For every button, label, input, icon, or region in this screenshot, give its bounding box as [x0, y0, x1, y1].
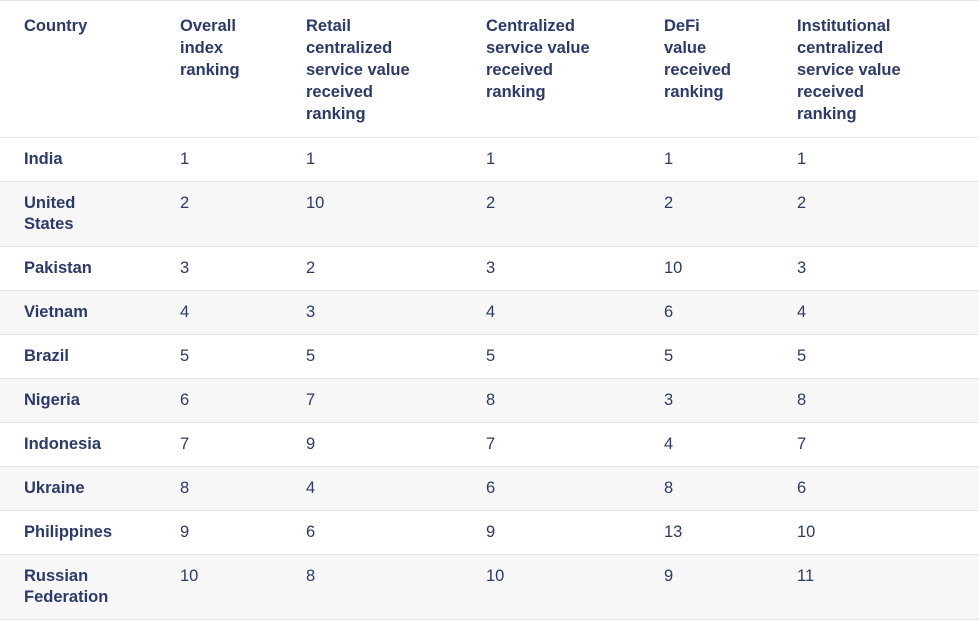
ranking-cell: 6 [180, 391, 190, 409]
ranking-cell: 4 [486, 303, 496, 321]
header-row: Country Overall index ranking Retail cen… [0, 1, 979, 138]
ranking-cell: 7 [180, 435, 190, 453]
table-row: Russian Federation 10 8 10 9 11 [0, 554, 979, 620]
ranking-cell: 10 [664, 259, 683, 277]
ranking-cell: 5 [486, 347, 496, 365]
table-row: Vietnam 4 3 4 6 4 [0, 290, 979, 335]
ranking-cell: 5 [664, 347, 674, 365]
ranking-cell: 2 [486, 194, 496, 212]
ranking-cell: 4 [180, 303, 190, 321]
country-cell: India [24, 150, 63, 168]
ranking-cell: 8 [486, 391, 496, 409]
column-header-defi-value-received-ranking: DeFi value received ranking [664, 17, 731, 101]
ranking-cell: 1 [664, 150, 674, 168]
ranking-cell: 9 [486, 523, 496, 541]
ranking-cell: 6 [797, 479, 807, 497]
table-row: Pakistan 3 2 3 10 3 [0, 246, 979, 291]
country-cell: Pakistan [24, 259, 92, 277]
ranking-cell: 5 [306, 347, 316, 365]
ranking-cell: 6 [486, 479, 496, 497]
ranking-cell: 6 [306, 523, 316, 541]
ranking-cell: 5 [180, 347, 190, 365]
ranking-cell: 9 [664, 567, 674, 585]
country-cell: United States [24, 194, 76, 233]
table-row: Nigeria 6 7 8 3 8 [0, 378, 979, 423]
country-cell: Philippines [24, 523, 113, 541]
column-header-country: Country [24, 17, 88, 35]
ranking-cell: 10 [486, 567, 505, 585]
country-cell: Russian Federation [24, 567, 109, 606]
table-row: Philippines 9 6 9 13 10 [0, 510, 979, 555]
country-cell: Indonesia [24, 435, 102, 453]
table-row: India 1 1 1 1 1 [0, 137, 979, 182]
ranking-cell: 1 [180, 150, 190, 168]
ranking-cell: 10 [306, 194, 325, 212]
ranking-cell: 3 [180, 259, 190, 277]
table-row: Brazil 5 5 5 5 5 [0, 334, 979, 379]
ranking-cell: 4 [664, 435, 674, 453]
column-header-overall-index-ranking: Overall index ranking [180, 17, 240, 79]
column-header-institutional-centralized-service-value-received-ranking: Institutional centralized service value … [797, 17, 901, 123]
ranking-cell: 5 [797, 347, 807, 365]
ranking-cell: 9 [180, 523, 190, 541]
ranking-cell: 8 [306, 567, 316, 585]
table-body: India 1 1 1 1 1 United States 2 10 2 2 2 Pakistan 3 2 3… [0, 137, 979, 620]
ranking-cell: 3 [306, 303, 316, 321]
ranking-cell: 1 [797, 150, 807, 168]
ranking-cell: 8 [664, 479, 674, 497]
country-cell: Ukraine [24, 479, 85, 497]
table-row: Indonesia 7 9 7 4 7 [0, 422, 979, 467]
ranking-cell: 11 [797, 567, 815, 585]
ranking-cell: 2 [306, 259, 316, 277]
ranking-cell: 2 [797, 194, 807, 212]
country-cell: Nigeria [24, 391, 80, 409]
ranking-cell: 10 [797, 523, 816, 541]
ranking-cell: 1 [306, 150, 316, 168]
ranking-cell: 6 [664, 303, 674, 321]
ranking-cell: 13 [664, 523, 683, 541]
ranking-cell: 7 [486, 435, 496, 453]
ranking-cell: 2 [180, 194, 190, 212]
ranking-cell: 8 [180, 479, 190, 497]
ranking-cell: 3 [486, 259, 496, 277]
column-header-centralized-service-value-received-ranking: Centralized service value received ranki… [486, 17, 590, 101]
table-row: Ukraine 8 4 6 8 6 [0, 466, 979, 511]
table-row: United States 2 10 2 2 2 [0, 181, 979, 247]
ranking-cell: 3 [664, 391, 674, 409]
ranking-cell: 2 [664, 194, 674, 212]
ranking-cell: 4 [797, 303, 807, 321]
ranking-cell: 7 [306, 391, 316, 409]
country-cell: Brazil [24, 347, 69, 365]
ranking-cell: 4 [306, 479, 316, 497]
ranking-cell: 9 [306, 435, 316, 453]
ranking-cell: 3 [797, 259, 807, 277]
column-header-retail-centralized-service-value-received-ranking: Retail centralized service value receive… [306, 17, 410, 123]
ranking-cell: 10 [180, 567, 199, 585]
ranking-cell: 7 [797, 435, 807, 453]
ranking-cell: 1 [486, 150, 496, 168]
ranking-cell: 8 [797, 391, 807, 409]
country-cell: Vietnam [24, 303, 88, 321]
